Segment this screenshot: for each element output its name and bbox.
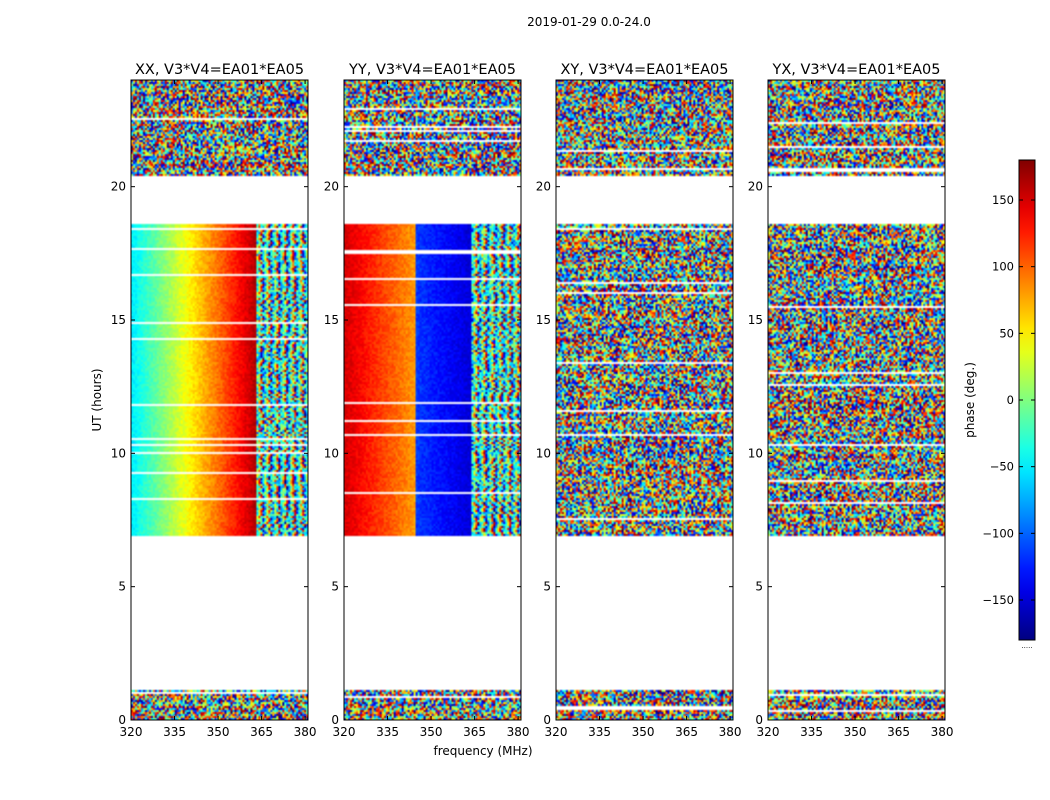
- y-tick-label: 20: [748, 180, 763, 194]
- x-tick-label: 380: [719, 725, 742, 739]
- phase-image: [344, 80, 521, 720]
- x-tick-label: 350: [632, 725, 655, 739]
- figure-suptitle: 2019-01-29 0.0-24.0: [527, 15, 651, 29]
- panel-1: YY, V3*V4=EA01*EA05 320 335 350 365 380 0 5 10 15…: [324, 62, 530, 739]
- y-tick-label: 20: [111, 180, 126, 194]
- y-tick-label: 15: [324, 313, 339, 327]
- y-tick-label: 0: [543, 713, 551, 727]
- panels: XX, V3*V4=EA01*EA05 320 335 350 365 380 0 5 10 15…: [111, 62, 954, 739]
- colorbar-tick-label: 150: [992, 193, 1014, 207]
- colorbar-tick-label: 50: [999, 326, 1014, 340]
- panel-title: XX, V3*V4=EA01*EA05: [135, 62, 304, 78]
- y-tick-label: 0: [755, 713, 763, 727]
- colorbar-tick-label: −100: [982, 526, 1014, 540]
- x-tick-label: 380: [507, 725, 530, 739]
- colorbar-tick-label: 100: [992, 260, 1014, 274]
- y-tick-label: 10: [324, 446, 339, 460]
- colorbar-footer: .....: [1021, 642, 1032, 650]
- x-tick-label: 320: [545, 725, 568, 739]
- x-tick-label: 320: [120, 725, 143, 739]
- y-tick-label: 15: [111, 313, 126, 327]
- y-axis-label: UT (hours): [90, 368, 104, 431]
- y-tick-label: 10: [111, 446, 126, 460]
- x-tick-label: 335: [588, 725, 611, 739]
- y-tick-label: 0: [118, 713, 126, 727]
- x-tick-label: 350: [844, 725, 867, 739]
- panel-title: XY, V3*V4=EA01*EA05: [560, 62, 728, 78]
- y-tick-label: 20: [324, 180, 339, 194]
- panel-title: YY, V3*V4=EA01*EA05: [348, 62, 516, 78]
- x-tick-label: 380: [931, 725, 954, 739]
- y-tick-label: 5: [331, 580, 339, 594]
- x-axis-label: frequency (MHz): [433, 744, 532, 758]
- axes-frame: [343, 79, 522, 721]
- x-tick-label: 335: [800, 725, 823, 739]
- colorbar-tick-label: −50: [990, 460, 1014, 474]
- x-tick-label: 320: [757, 725, 780, 739]
- phase-image: [556, 80, 733, 720]
- x-tick-label: 365: [463, 725, 486, 739]
- axes-frame: [130, 79, 309, 721]
- y-tick-label: 15: [748, 313, 763, 327]
- x-tick-label: 335: [376, 725, 399, 739]
- y-tick-label: 0: [331, 713, 339, 727]
- x-tick-label: 350: [420, 725, 443, 739]
- y-tick-label: 20: [536, 180, 551, 194]
- y-tick-label: 5: [755, 580, 763, 594]
- axes-frame: [555, 79, 734, 721]
- panel-2: XY, V3*V4=EA01*EA05 320 335 350 365 380 0 5 10 15…: [536, 62, 742, 739]
- y-tick-label: 5: [118, 580, 126, 594]
- axes-frame: [767, 79, 946, 721]
- x-tick-label: 335: [163, 725, 186, 739]
- x-tick-label: 365: [675, 725, 698, 739]
- phase-image: [131, 80, 308, 720]
- panel-title: YX, V3*V4=EA01*EA05: [771, 62, 940, 78]
- x-tick-label: 320: [333, 725, 356, 739]
- x-tick-label: 380: [294, 725, 317, 739]
- x-tick-label: 365: [250, 725, 273, 739]
- panel-3: YX, V3*V4=EA01*EA05 320 335 350 365 380 0 5 10 15…: [748, 62, 954, 739]
- colorbar: −150 −100 −50 0 50 100 150 phase (deg.).....: [963, 159, 1036, 650]
- y-tick-label: 10: [536, 446, 551, 460]
- colorbar-tick-label: −150: [982, 593, 1014, 607]
- x-tick-label: 350: [207, 725, 230, 739]
- phase-image: [768, 80, 945, 720]
- y-tick-label: 15: [536, 313, 551, 327]
- y-tick-label: 10: [748, 446, 763, 460]
- colorbar-tick-label: 0: [1007, 393, 1014, 407]
- colorbar-label: phase (deg.): [963, 362, 977, 438]
- y-tick-label: 5: [543, 580, 551, 594]
- panel-0: XX, V3*V4=EA01*EA05 320 335 350 365 380 0 5 10 15…: [111, 62, 317, 739]
- x-tick-label: 365: [887, 725, 910, 739]
